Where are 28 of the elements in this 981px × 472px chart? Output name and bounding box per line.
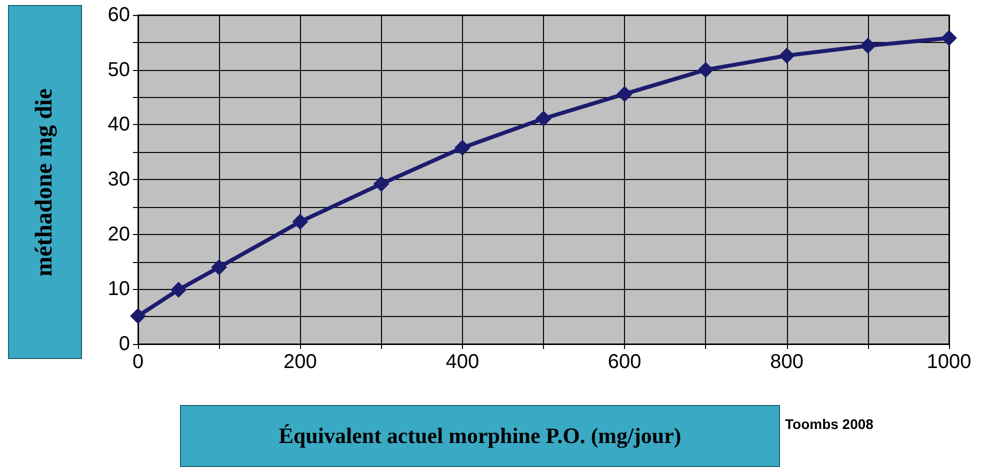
y-tick-label: 0 — [118, 333, 130, 355]
text: Toombs 2008 — [785, 416, 874, 432]
y-tick-label: 50 — [108, 58, 130, 81]
x-tick-label: 200 — [284, 351, 317, 373]
y-tick-label: 60 — [108, 4, 130, 26]
point — [130, 308, 146, 324]
point — [292, 214, 308, 230]
point — [373, 176, 390, 192]
point — [778, 48, 795, 64]
point — [211, 259, 228, 276]
y-tick-label: 20 — [108, 223, 130, 246]
point — [616, 86, 633, 102]
y-tick-label: 40 — [108, 114, 130, 136]
y-tick-label: 10 — [108, 278, 130, 300]
x-axis-title: Équivalent actuel morphine P.O. (mg/jour) — [278, 423, 682, 448]
y-axis-title: méthadone mg die — [32, 88, 58, 276]
y-tick-label: 30 — [108, 168, 130, 190]
point — [941, 30, 957, 46]
point — [698, 62, 714, 78]
x-tick-label: 1000 — [926, 351, 972, 373]
point — [170, 282, 187, 298]
x-tick-label: 0 — [132, 351, 144, 373]
point — [860, 38, 876, 54]
x-tick-label: 600 — [608, 351, 642, 373]
x-tick-label: 400 — [446, 351, 480, 373]
point — [454, 140, 470, 156]
point — [536, 110, 552, 127]
x-tick-label: 800 — [770, 351, 804, 373]
